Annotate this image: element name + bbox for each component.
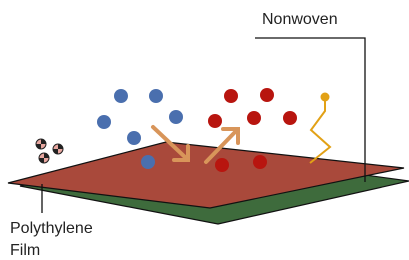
chain xyxy=(310,93,330,164)
small-particles xyxy=(36,139,63,163)
nonwoven-sheet xyxy=(8,142,404,208)
film-label: Film xyxy=(10,242,40,259)
page: Nonwoven Polythylene Film (() => { const… xyxy=(0,0,409,260)
nonwoven-label: Nonwoven xyxy=(262,11,338,28)
film-label: Polythylene xyxy=(10,220,93,237)
diagram: Nonwoven Polythylene Film xyxy=(0,0,409,260)
